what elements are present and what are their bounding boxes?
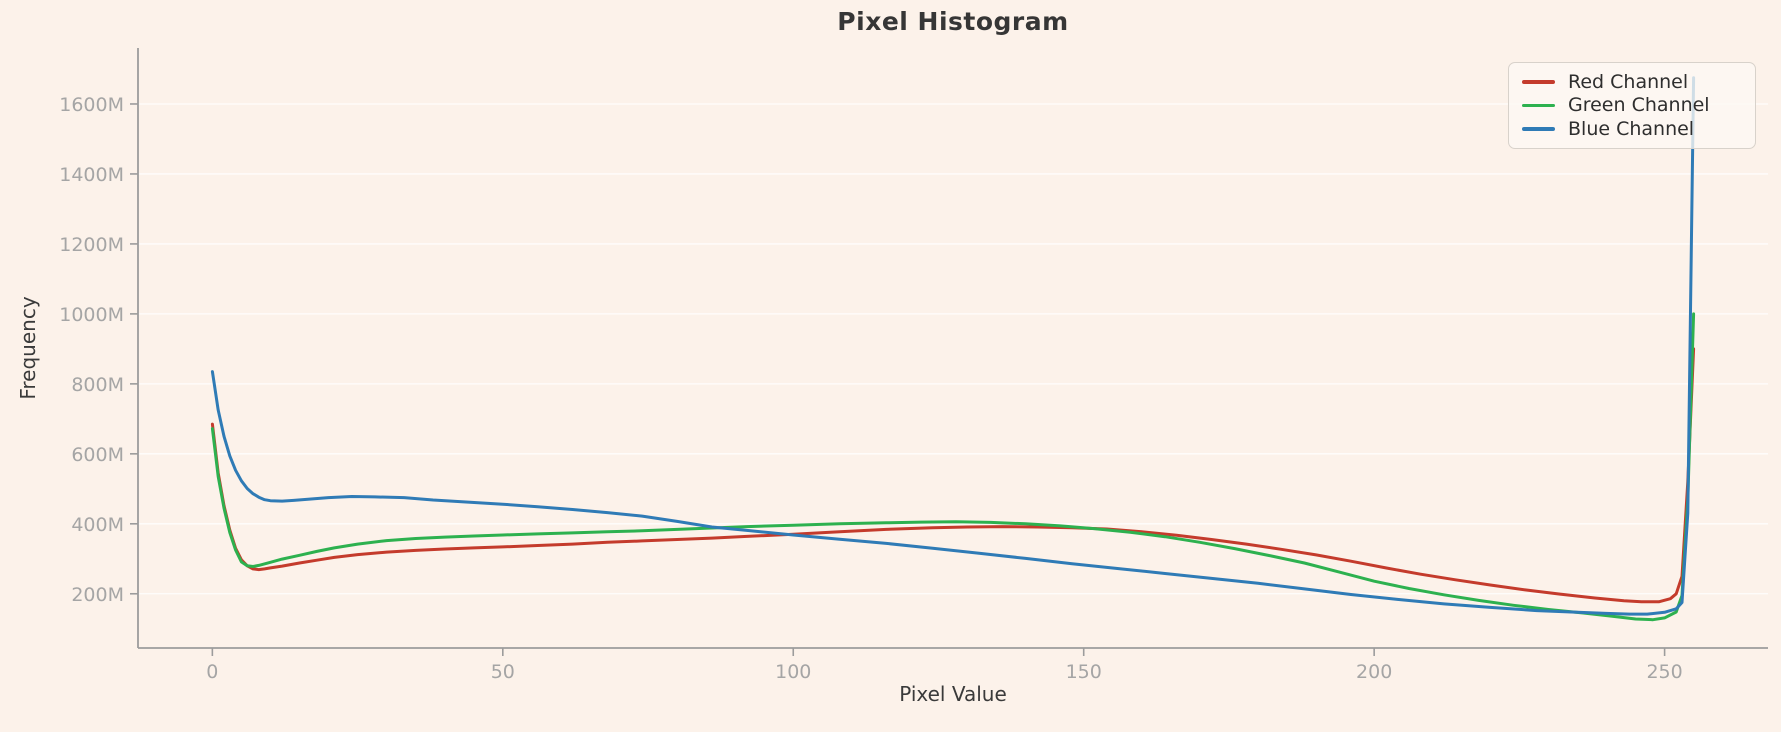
legend-label: Red Channel xyxy=(1568,70,1689,93)
legend-swatch-blue-channel xyxy=(1522,127,1555,131)
y-tick-label: 1600M xyxy=(59,94,124,116)
y-tick-label: 200M xyxy=(71,584,124,606)
legend-item: Red Channel xyxy=(1522,70,1745,93)
x-tick-label: 50 xyxy=(491,661,515,683)
y-tick-label: 800M xyxy=(71,374,124,396)
y-axis-label: Frequency xyxy=(16,296,40,400)
legend-item: Blue Channel xyxy=(1522,117,1745,140)
legend-item: Green Channel xyxy=(1522,96,1745,115)
y-tick-label: 1000M xyxy=(59,304,124,326)
legend-label: Blue Channel xyxy=(1568,117,1695,140)
x-tick-label: 250 xyxy=(1646,661,1682,683)
x-tick-label: 150 xyxy=(1066,661,1102,683)
legend: Red Channel Green Channel Blue Channel xyxy=(1508,62,1756,149)
y-tick-label: 1400M xyxy=(59,164,124,186)
y-tick-label: 400M xyxy=(71,514,124,536)
series-line-red-channel xyxy=(210,347,1696,604)
y-tick-label: 1200M xyxy=(59,234,124,256)
series-line-blue-channel xyxy=(210,76,1696,616)
legend-swatch-green-channel xyxy=(1522,103,1555,108)
y-tick-label: 600M xyxy=(71,444,124,466)
x-tick-label: 0 xyxy=(206,661,218,683)
x-tick-label: 200 xyxy=(1356,661,1392,683)
legend-label: Green Channel xyxy=(1568,94,1710,116)
series-line-green-channel xyxy=(210,312,1696,622)
x-tick-label: 100 xyxy=(775,661,811,683)
x-axis-label: Pixel Value xyxy=(899,682,1007,706)
legend-swatch-red-channel xyxy=(1522,80,1555,84)
chart-title: Pixel Histogram xyxy=(837,7,1069,36)
